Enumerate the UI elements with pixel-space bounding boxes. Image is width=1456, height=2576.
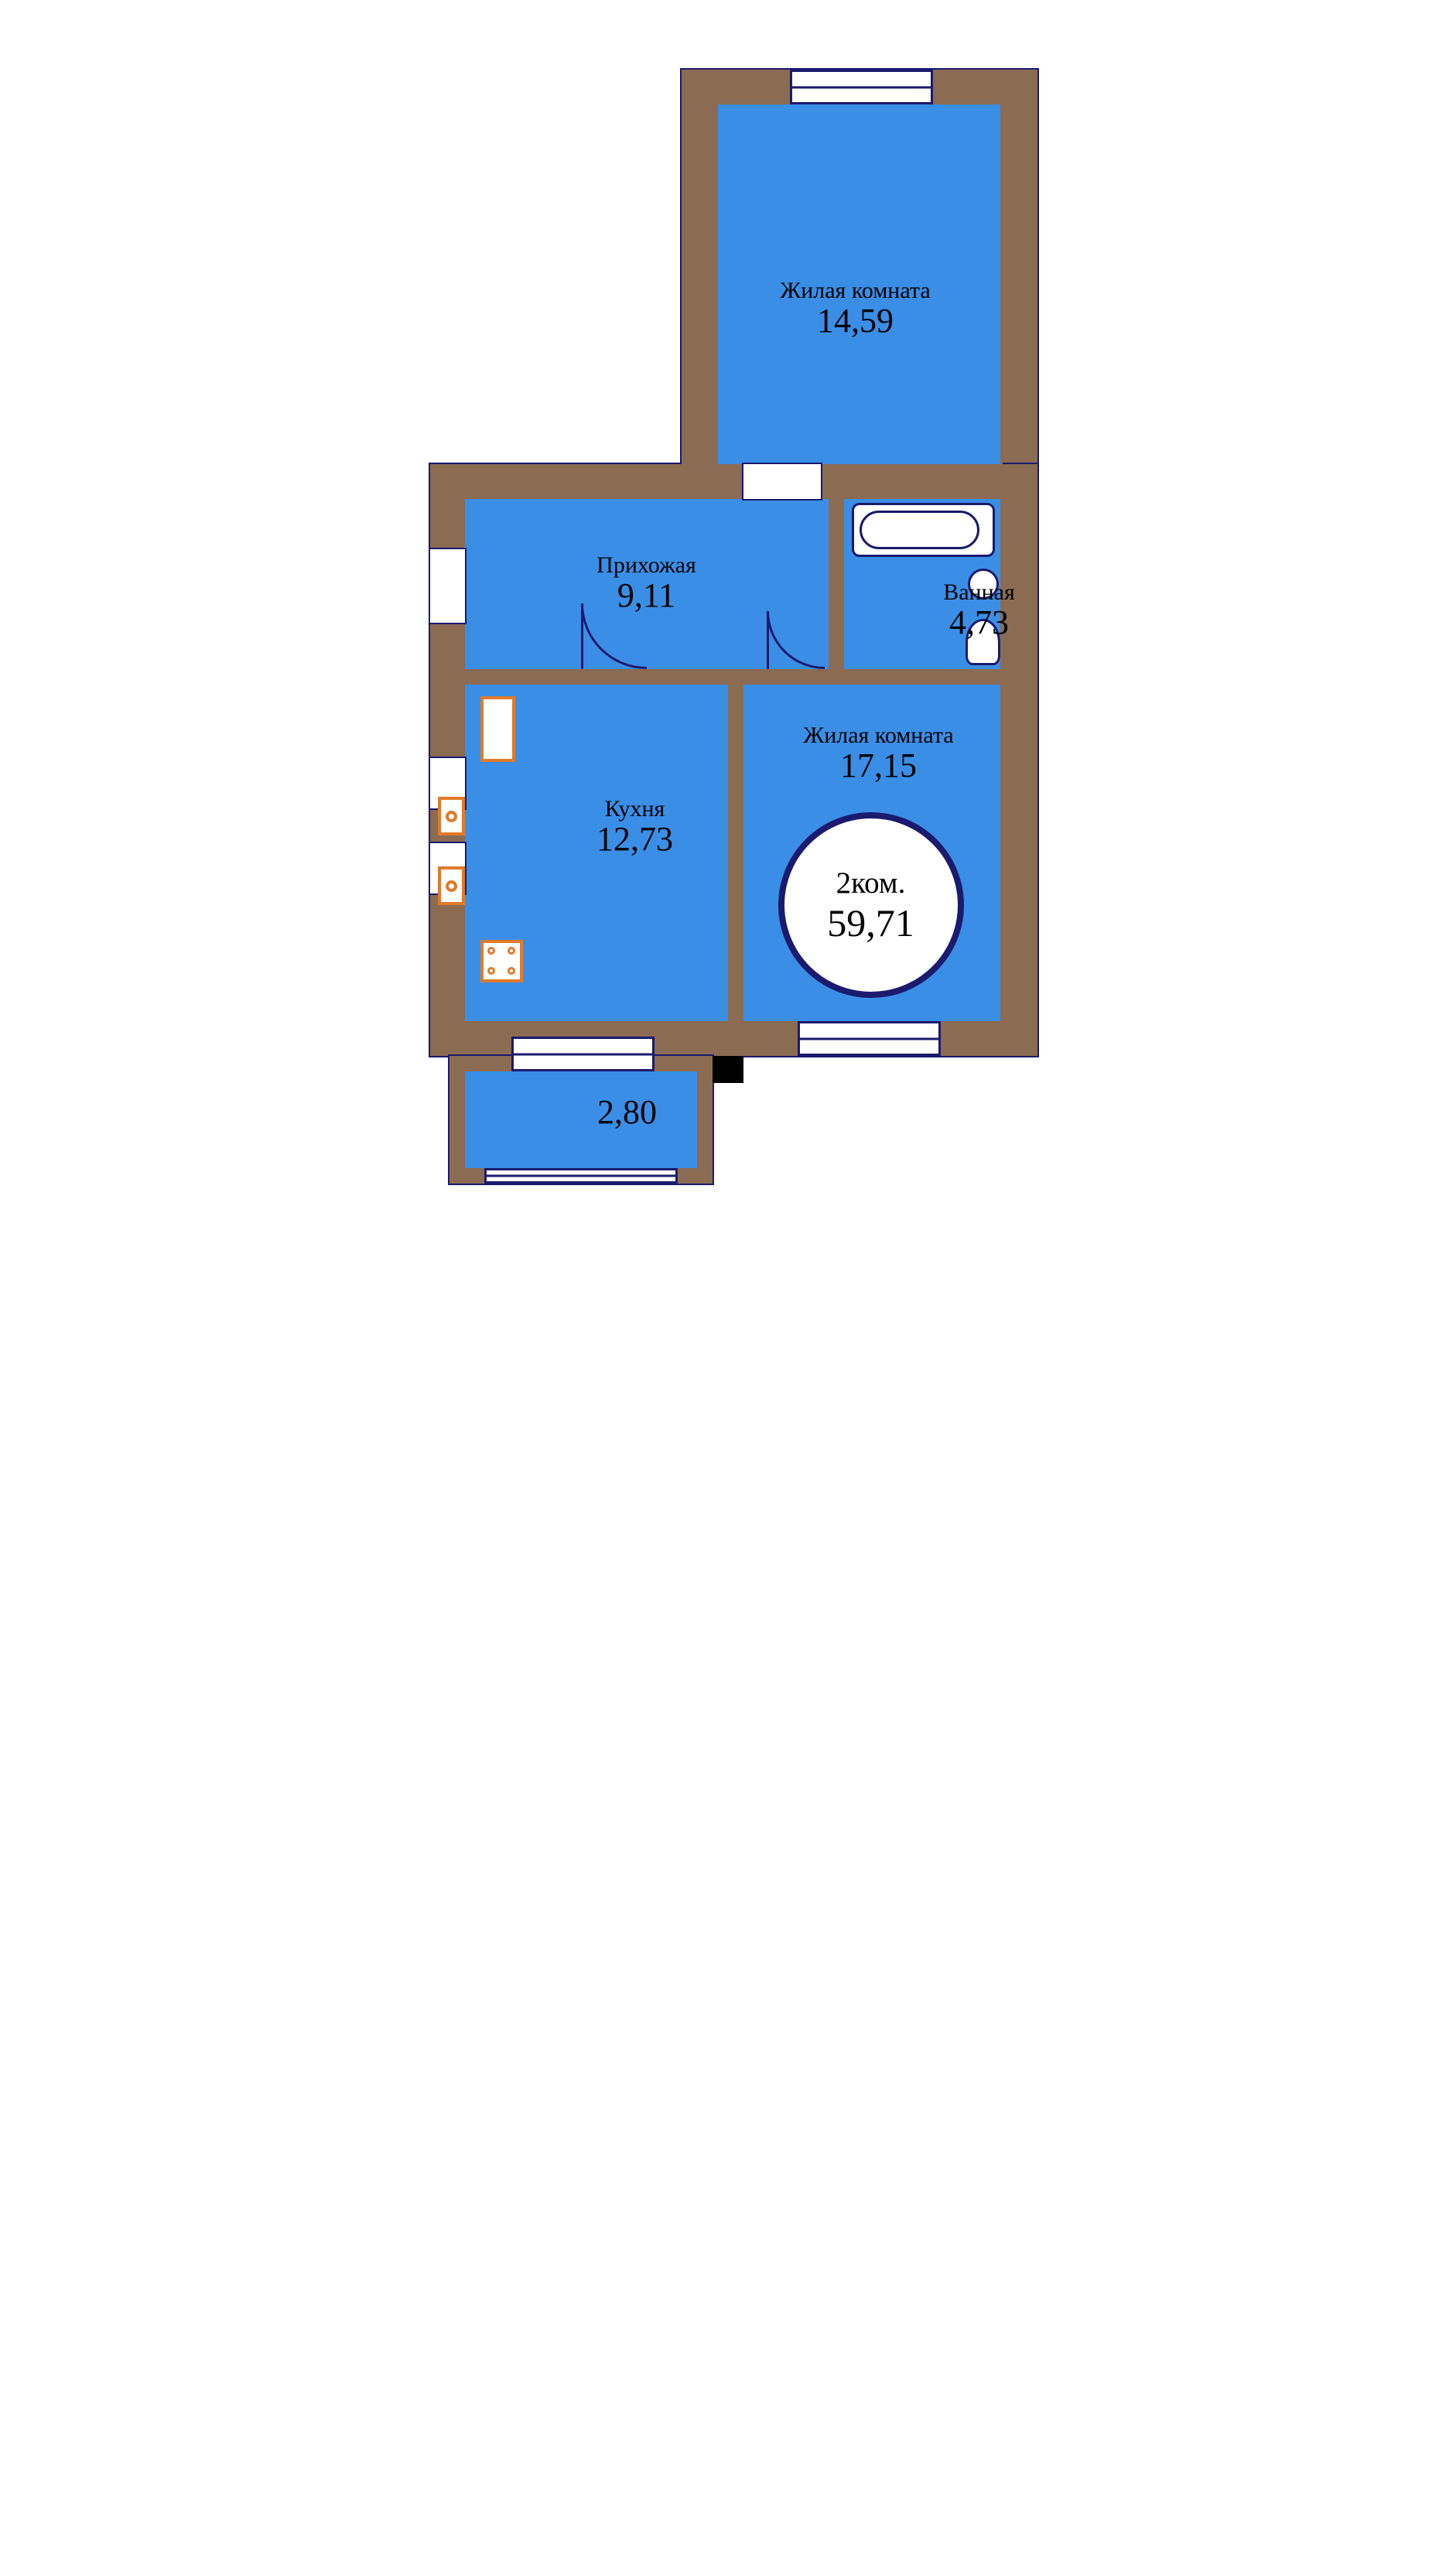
stove-burner-icon-0 bbox=[487, 947, 495, 955]
room-name-bathroom: Ванная bbox=[863, 580, 1095, 605]
floorplan-container: Жилая комната14,59Прихожая9,11Ванная4,73… bbox=[364, 0, 1092, 1288]
inner-wall-2 bbox=[465, 669, 1001, 685]
kitchen-appliance-counter-0 bbox=[480, 696, 515, 762]
total-area-value: 59,71 bbox=[827, 900, 914, 945]
door-leaf-1 bbox=[767, 611, 769, 669]
hob-burner-icon bbox=[446, 811, 457, 822]
room-area-hallway: 9,11 bbox=[531, 578, 763, 613]
room-name-livingroom: Жилая комната bbox=[763, 723, 995, 748]
door-leaf-0 bbox=[581, 603, 583, 669]
inner-wall-0 bbox=[682, 70, 719, 464]
inner-wall-4 bbox=[844, 464, 1001, 478]
room-area-bathroom: 4,73 bbox=[863, 605, 1095, 641]
inner-wall-5 bbox=[856, 478, 879, 487]
inner-wall-1 bbox=[829, 464, 842, 669]
structural-block-0 bbox=[713, 1056, 743, 1083]
room-label-bedroom1: Жилая комната14,59 bbox=[740, 278, 972, 339]
room-area-bedroom1: 14,59 bbox=[740, 303, 972, 339]
stove-burner-icon-2 bbox=[487, 967, 495, 975]
room-label-bathroom: Ванная4,73 bbox=[863, 580, 1095, 641]
room-label-livingroom: Жилая комната17,15 bbox=[763, 723, 995, 784]
hob-burner-icon bbox=[446, 880, 457, 892]
total-label: 2ком. bbox=[836, 866, 906, 900]
inner-wall-6 bbox=[898, 478, 952, 487]
room-label-kitchen: Кухня12,73 bbox=[519, 797, 751, 857]
room-label-hallway: Прихожая9,11 bbox=[531, 553, 763, 613]
room-area-livingroom: 17,15 bbox=[763, 748, 995, 784]
window-1 bbox=[798, 1021, 941, 1056]
room-name-hallway: Прихожая bbox=[531, 553, 763, 578]
kitchen-appliance-stove-3 bbox=[480, 940, 523, 982]
window-3 bbox=[484, 1168, 678, 1184]
room-area-balcony: 2,80 bbox=[511, 1095, 743, 1130]
room-name-kitchen: Кухня bbox=[519, 797, 751, 822]
inner-wall-7 bbox=[968, 478, 991, 487]
window-2 bbox=[511, 1037, 655, 1071]
total-area-badge: 2ком.59,71 bbox=[778, 812, 964, 998]
bathtub-inner bbox=[860, 511, 979, 549]
wall-opening-3 bbox=[743, 464, 821, 499]
stove-burner-icon-1 bbox=[508, 947, 515, 955]
window-0 bbox=[790, 70, 933, 104]
wall-opening-0 bbox=[430, 549, 465, 623]
room-area-kitchen: 12,73 bbox=[519, 822, 751, 857]
room-name-bedroom1: Жилая комната bbox=[740, 278, 972, 303]
stove-burner-icon-3 bbox=[508, 967, 515, 975]
room-label-balcony: 2,80 bbox=[511, 1095, 743, 1130]
